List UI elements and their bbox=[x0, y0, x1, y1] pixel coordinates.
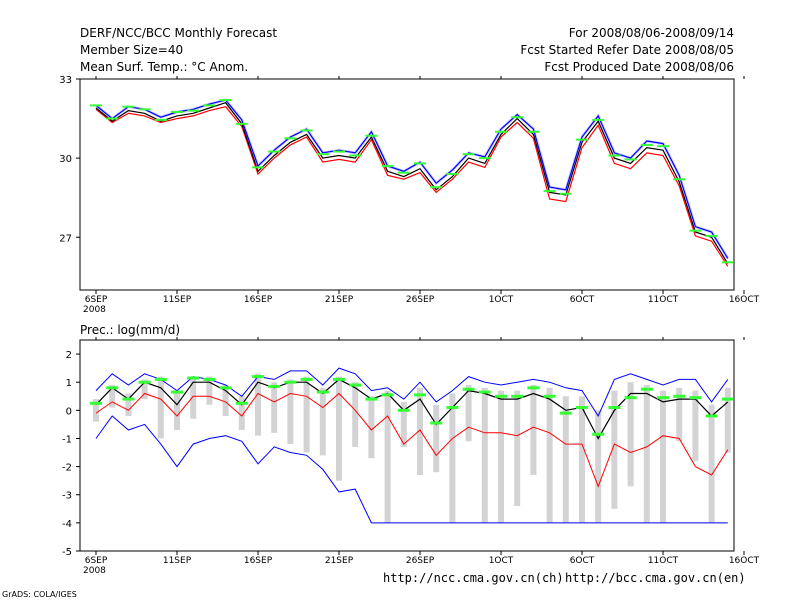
y-tick-label: 2 bbox=[66, 350, 72, 361]
precip-spread-bar bbox=[157, 376, 164, 439]
member-size: Member Size=40 bbox=[80, 43, 183, 57]
precip-spread-bar bbox=[319, 387, 326, 456]
precip-spread-bar bbox=[611, 390, 618, 509]
y-tick-label: 33 bbox=[59, 75, 72, 86]
precip-spread-bar bbox=[352, 382, 359, 447]
precip-spread-bar bbox=[643, 385, 650, 523]
bcc-url: http://bcc.cma.gov.cn(en) bbox=[565, 571, 746, 585]
precip-spread-bar bbox=[303, 376, 310, 453]
precip-spread-bar bbox=[627, 382, 634, 487]
precip-spread-bar bbox=[692, 390, 699, 461]
precip-min-line bbox=[95, 392, 729, 488]
x-tick-label: 2008 bbox=[83, 566, 106, 576]
precip-spread-bar bbox=[287, 379, 294, 445]
precip-spread-bar bbox=[271, 382, 278, 433]
grads-credit: GrADS: COLA/IGES bbox=[2, 590, 77, 599]
y-tick-label: -5 bbox=[62, 547, 72, 558]
precip-max-line bbox=[95, 367, 729, 418]
precip-spread-bar bbox=[433, 404, 440, 473]
precip-spread-bar bbox=[724, 387, 731, 453]
x-tick-label: 16SEP bbox=[244, 295, 273, 305]
y-tick-label: -1 bbox=[62, 434, 72, 445]
y-tick-label: 0 bbox=[66, 406, 72, 417]
precip-spread-bar bbox=[109, 385, 116, 408]
y-tick-label: 30 bbox=[59, 154, 72, 165]
x-tick-label: 16OCT bbox=[729, 556, 760, 566]
precip-spread-bar bbox=[449, 393, 456, 523]
precip-spread-bar bbox=[238, 396, 245, 431]
precip-spread-bar bbox=[498, 390, 504, 523]
x-tick-label: 11OCT bbox=[648, 295, 679, 305]
produced-date: Fcst Produced Date 2008/08/06 bbox=[544, 60, 734, 74]
precip-spread-bar bbox=[222, 385, 229, 416]
x-tick-label: 2008 bbox=[83, 305, 106, 315]
temperature-frame bbox=[79, 78, 735, 291]
precip-spread-bar bbox=[562, 396, 569, 523]
started-date: Fcst Started Refer Date 2008/08/05 bbox=[520, 43, 734, 57]
x-tick-label: 21SEP bbox=[325, 556, 354, 566]
precip-spread-bar bbox=[481, 387, 488, 523]
precip-spread-bar bbox=[141, 379, 148, 400]
x-tick-label: 11SEP bbox=[163, 556, 192, 566]
x-tick-label: 1OCT bbox=[489, 556, 514, 566]
forecast-period: For 2008/08/06-2008/09/14 bbox=[569, 26, 734, 40]
variable-label: Mean Surf. Temp.: °C Anom. bbox=[80, 60, 248, 74]
temp-envelope bbox=[95, 98, 730, 260]
precip-spread-bar bbox=[465, 385, 472, 442]
precip-spread-bar bbox=[676, 387, 683, 442]
precip-spread-bar bbox=[595, 410, 602, 523]
y-tick-label: -4 bbox=[62, 519, 72, 530]
precip-spread-bar bbox=[93, 399, 99, 422]
precip-spread-bar bbox=[530, 385, 537, 476]
ncc-url: http://ncc.cma.gov.cn(ch) bbox=[383, 571, 564, 585]
x-tick-label: 16OCT bbox=[729, 295, 760, 305]
precip-spread-bar bbox=[384, 390, 391, 523]
temp-min-line bbox=[95, 106, 729, 267]
x-tick-label: 11OCT bbox=[648, 556, 679, 566]
precip-spread-bar bbox=[514, 390, 521, 506]
precip-frame bbox=[79, 339, 735, 552]
x-tick-label: 26SEP bbox=[406, 556, 435, 566]
precip-spread-bar bbox=[660, 390, 666, 523]
x-tick-label: 6SEP bbox=[85, 556, 108, 566]
x-tick-label: 16SEP bbox=[244, 556, 273, 566]
x-tick-label: 26SEP bbox=[406, 295, 435, 305]
precip-spread-bar bbox=[255, 373, 261, 436]
precip-spread-bar bbox=[190, 376, 197, 419]
precip-spread-bar bbox=[206, 376, 213, 405]
precip-spread-bar bbox=[579, 396, 585, 523]
y-tick-label: -2 bbox=[62, 463, 72, 474]
precip-mean-line bbox=[95, 378, 729, 440]
precip-title: Prec.: log(mm/d) bbox=[80, 323, 180, 337]
precip-lower-line bbox=[95, 415, 728, 524]
y-tick-label: 27 bbox=[59, 233, 72, 244]
temp-mean-line bbox=[95, 101, 729, 264]
x-tick-label: 6OCT bbox=[570, 295, 595, 305]
x-tick-label: 1OCT bbox=[489, 295, 514, 305]
precip-spread-bar bbox=[125, 393, 132, 416]
x-tick-label: 6SEP bbox=[85, 295, 108, 305]
y-tick-label: 1 bbox=[66, 378, 72, 389]
precip-spread-bar bbox=[336, 376, 342, 481]
precip-spread-bar bbox=[546, 387, 553, 523]
x-tick-label: 6OCT bbox=[570, 556, 595, 566]
x-tick-label: 11SEP bbox=[163, 295, 192, 305]
figure-title: DERF/NCC/BCC Monthly Forecast bbox=[80, 26, 277, 40]
precip-spread-bar bbox=[708, 404, 715, 523]
precip-spread-bar bbox=[417, 387, 423, 476]
precip-spread-bar bbox=[174, 390, 180, 431]
precip-spread-bar bbox=[400, 401, 407, 447]
temp-max-line bbox=[95, 99, 729, 259]
precip-spread-bar bbox=[368, 396, 375, 459]
y-tick-label: -3 bbox=[62, 491, 72, 502]
x-tick-label: 21SEP bbox=[325, 295, 354, 305]
